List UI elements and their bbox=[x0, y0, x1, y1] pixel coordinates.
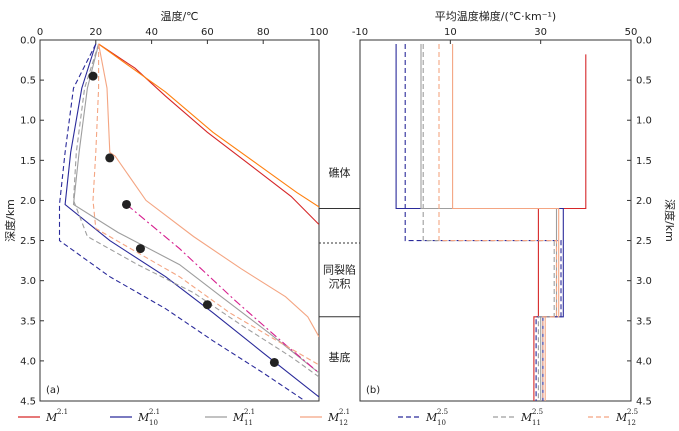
series-line-M10_25 bbox=[58, 43, 306, 401]
y-tick-label: 1.5 bbox=[636, 156, 652, 167]
series-line-M12_25 bbox=[438, 44, 558, 401]
y-tick-label: 1.0 bbox=[636, 116, 652, 127]
zone-label: 礁体 bbox=[329, 165, 351, 179]
measured-point bbox=[105, 153, 115, 163]
x-tick-label: -10 bbox=[352, 27, 368, 38]
plot-frame bbox=[359, 39, 632, 402]
series-line-M12_25 bbox=[92, 44, 319, 366]
legend-subscript: 12 bbox=[339, 419, 348, 427]
legend-label: M bbox=[425, 411, 438, 424]
x-axis-label: 平均温度梯度/(℃·km⁻¹) bbox=[435, 9, 556, 23]
y-axis-label: 深度/km bbox=[3, 199, 17, 242]
legend-label: M bbox=[232, 411, 245, 424]
legend-subscript: 11 bbox=[532, 419, 541, 427]
legend-superscript: 2.1 bbox=[57, 408, 68, 416]
measured-point bbox=[269, 357, 279, 367]
series-line-M11_25 bbox=[422, 44, 555, 401]
y-tick-label: 2.0 bbox=[636, 196, 652, 207]
legend-subscript: 10 bbox=[149, 419, 158, 427]
y-tick-label: 4.5 bbox=[636, 397, 652, 408]
y-tick-label: 0.0 bbox=[636, 36, 652, 47]
y-tick-label: 0.5 bbox=[20, 76, 36, 87]
measured-point bbox=[88, 71, 98, 81]
series-line-M11_25 bbox=[72, 43, 319, 378]
y-tick-label: 3.0 bbox=[636, 276, 652, 287]
series-line-magenta_dashdot bbox=[126, 204, 319, 374]
zone-label: 沉积 bbox=[329, 278, 351, 291]
legend-subscript: 12 bbox=[627, 419, 636, 427]
series-group bbox=[395, 44, 587, 401]
series-line-M21 bbox=[98, 43, 319, 225]
x-tick-label: 40 bbox=[145, 27, 158, 38]
y-axis-label: 深度/km bbox=[663, 199, 677, 242]
x-axis-label: 温度/℃ bbox=[160, 9, 198, 23]
legend-label: M bbox=[137, 411, 150, 424]
x-tick-label: 30 bbox=[534, 27, 547, 38]
y-tick-label: 2.5 bbox=[636, 236, 652, 247]
x-tick-label: 10 bbox=[444, 27, 457, 38]
y-tick-label: 0.0 bbox=[20, 36, 36, 47]
measured-point bbox=[202, 300, 212, 310]
x-tick-label: 0 bbox=[37, 27, 43, 38]
legend-subscript: 10 bbox=[437, 419, 446, 427]
y-tick-label: 3.5 bbox=[636, 316, 652, 327]
x-tick-label: 20 bbox=[89, 27, 102, 38]
zone-label: 同裂陷 bbox=[323, 263, 356, 277]
measured-point bbox=[121, 199, 131, 209]
legend-superscript: 2.1 bbox=[244, 408, 255, 416]
legend-superscript: 2.5 bbox=[437, 408, 448, 416]
panel-label: (b) bbox=[366, 385, 380, 396]
series-line-M21_orange bbox=[98, 43, 319, 208]
x-tick-label: 50 bbox=[625, 27, 638, 38]
series-line-M21 bbox=[533, 54, 587, 401]
measured-point bbox=[135, 244, 145, 254]
series-line-M12_21 bbox=[452, 44, 560, 401]
legend-label: M bbox=[520, 411, 533, 424]
legend-label: M bbox=[327, 411, 340, 424]
y-tick-label: 3.5 bbox=[20, 316, 36, 327]
y-tick-label: 2.5 bbox=[20, 236, 36, 247]
y-tick-label: 4.0 bbox=[20, 356, 36, 367]
series-line-M11_21 bbox=[72, 43, 319, 374]
legend-label: M bbox=[45, 411, 58, 424]
panel-b: -10 10 30 50 平均温度梯度/(℃·km⁻¹) 0.0 0.5 1.0 1.5 2.0 2… bbox=[352, 9, 677, 408]
y-tick-label: 0.5 bbox=[636, 76, 652, 87]
legend-label: M bbox=[615, 411, 628, 424]
legend-superscript: 2.5 bbox=[627, 408, 638, 416]
y-tick-label: 1.0 bbox=[20, 116, 36, 127]
x-tick-label: 100 bbox=[309, 27, 328, 38]
series-line-M12_21 bbox=[98, 43, 319, 338]
legend-subscript: 11 bbox=[244, 419, 253, 427]
panel-label: (a) bbox=[46, 385, 60, 396]
legend-superscript: 2.1 bbox=[339, 408, 350, 416]
y-tick-label: 1.5 bbox=[20, 156, 36, 167]
series-group bbox=[58, 43, 319, 401]
zone-label: 基底 bbox=[329, 350, 351, 364]
legend: M 2.1 M 102.1 M 112.1 M 122.1 M 102.5 M 112.5 M 122.5 bbox=[18, 408, 638, 427]
y-tick-label: 3.0 bbox=[20, 276, 36, 287]
y-tick-label: 2.0 bbox=[20, 196, 36, 207]
series-line-M10_21 bbox=[64, 43, 319, 398]
y-tick-label: 4.5 bbox=[20, 397, 36, 408]
plot-frame bbox=[39, 39, 320, 402]
y-tick-label: 4.0 bbox=[636, 356, 652, 367]
x-tick-label: 60 bbox=[201, 27, 214, 38]
series-line-M10_25 bbox=[404, 44, 562, 401]
x-tick-label: 80 bbox=[257, 27, 270, 38]
legend-superscript: 2.5 bbox=[532, 408, 543, 416]
legend-superscript: 2.1 bbox=[149, 408, 160, 416]
panel-a: 0 20 40 60 80 100 温度/℃ 0.0 0.5 1.0 1.5 2.0 2.5 3.0 3.5… bbox=[3, 9, 329, 408]
